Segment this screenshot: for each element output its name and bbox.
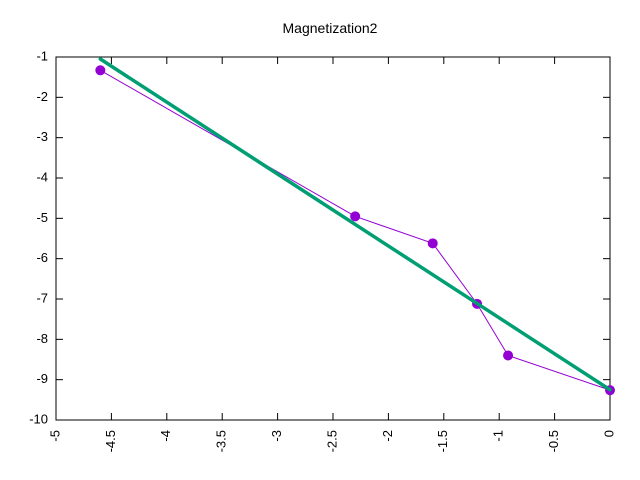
data-series-line bbox=[100, 69, 611, 391]
y-axis: -10 -9 -8 -7 -6 -5 -4 -3 -2 -1 bbox=[29, 48, 610, 426]
x-tick-label: -2 bbox=[380, 430, 395, 442]
plot-frame bbox=[55, 56, 611, 421]
chart-title: Magnetization2 bbox=[283, 20, 378, 36]
x-tick-label: -2.5 bbox=[324, 430, 339, 452]
data-point bbox=[503, 350, 514, 361]
x-tick-label: -1.5 bbox=[435, 430, 450, 452]
y-tick-label: -8 bbox=[36, 331, 48, 346]
x-tick-label: -4 bbox=[158, 430, 173, 442]
data-point bbox=[95, 65, 106, 76]
x-tick-label: 0 bbox=[601, 430, 616, 437]
x-tick-label: -5 bbox=[47, 430, 62, 442]
x-tick-label: -3 bbox=[269, 430, 284, 442]
y-tick-label: -10 bbox=[29, 411, 48, 426]
x-tick-label: -4.5 bbox=[103, 430, 118, 452]
y-tick-label: -4 bbox=[36, 169, 48, 184]
x-axis: -5 -4.5 -4 -3.5 -3 -2.5 -2 -1.5 -1 -0.5 0 bbox=[47, 57, 616, 452]
fit-line bbox=[98, 57, 612, 392]
y-tick-label: -7 bbox=[36, 290, 48, 305]
y-tick-label: -5 bbox=[36, 210, 48, 225]
series-layer bbox=[95, 57, 615, 396]
y-tick-label: -1 bbox=[36, 48, 48, 63]
x-tick-label: -0.5 bbox=[546, 430, 561, 452]
y-tick-label: -6 bbox=[36, 250, 48, 265]
x-tick-label: -3.5 bbox=[214, 430, 229, 452]
y-tick-label: -9 bbox=[36, 371, 48, 386]
y-tick-label: -2 bbox=[36, 89, 48, 104]
y-tick-label: -3 bbox=[36, 129, 48, 144]
x-tick-label: -1 bbox=[491, 430, 506, 442]
data-point bbox=[427, 238, 438, 249]
data-point bbox=[350, 211, 361, 222]
